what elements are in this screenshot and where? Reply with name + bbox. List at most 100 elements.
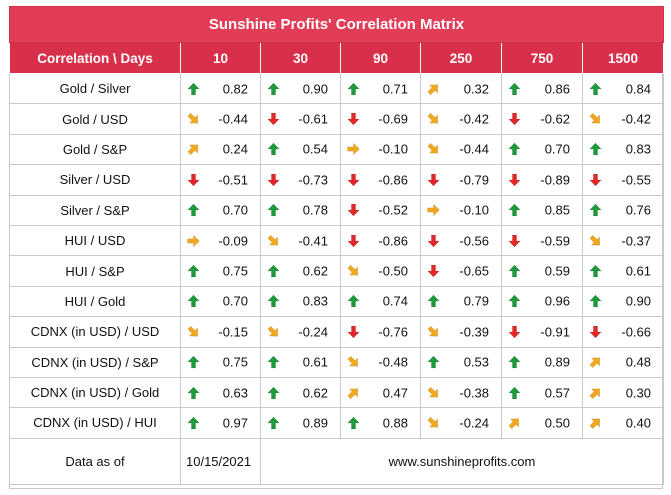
arrow-up-icon — [267, 203, 280, 217]
correlation-cell: 0.61 — [581, 255, 665, 287]
correlation-value: 0.78 — [302, 202, 328, 218]
pair-label: Gold / S&P — [9, 133, 181, 166]
correlation-value: -0.24 — [298, 324, 328, 340]
correlation-value: 0.70 — [222, 202, 248, 218]
correlation-cell: 0.82 — [180, 72, 261, 105]
correlation-value: 0.47 — [382, 385, 408, 401]
correlation-value: 0.62 — [302, 385, 328, 401]
correlation-cell: -0.39 — [420, 316, 502, 348]
correlation-value: -0.42 — [621, 111, 652, 127]
table-row: Silver / USD -0.51 -0.73 -0.86 -0.79 -0.89 -0.… — [9, 164, 665, 196]
correlation-cell: -0.73 — [260, 164, 341, 196]
arrow-down-right-icon — [347, 356, 358, 367]
table-row: Gold / Silver 0.82 0.90 0.71 0.32 0.86 0.84 — [9, 72, 665, 105]
arrow-right-icon — [427, 204, 440, 217]
arrow-up-icon — [347, 416, 360, 430]
correlation-value: -0.52 — [378, 202, 408, 218]
arrow-down-icon — [589, 173, 602, 187]
pair-label: CDNX (in USD) / HUI — [9, 407, 181, 439]
correlation-cell: -0.37 — [581, 224, 665, 257]
correlation-value: -0.38 — [459, 385, 489, 401]
correlation-value: 0.83 — [625, 141, 652, 157]
correlation-value: 0.90 — [625, 293, 652, 309]
arrow-up-icon — [508, 203, 521, 217]
arrow-up-icon — [589, 143, 602, 156]
correlation-cell: 0.96 — [501, 285, 583, 318]
days-header-750: 750 — [501, 42, 583, 74]
correlation-value: 0.61 — [625, 263, 652, 279]
arrow-down-icon — [347, 234, 360, 247]
correlation-value: 0.63 — [222, 385, 248, 401]
correlation-value: -0.69 — [378, 111, 408, 127]
arrow-down-icon — [427, 264, 440, 278]
correlation-cell: 0.62 — [260, 255, 341, 287]
arrow-up-icon — [347, 295, 360, 308]
arrow-up-icon — [267, 82, 280, 95]
arrow-down-icon — [427, 173, 440, 187]
correlation-matrix-panel: Sunshine Profits' Correlation Matrix Cor… — [8, 6, 665, 489]
arrow-up-icon — [508, 82, 521, 95]
correlation-cell: 0.97 — [180, 407, 261, 439]
correlation-value: -0.73 — [298, 172, 328, 188]
correlation-cell: 0.70 — [180, 285, 261, 318]
arrow-down-icon — [267, 173, 280, 187]
correlation-value: 0.61 — [302, 354, 328, 370]
correlation-cell: -0.42 — [581, 103, 665, 135]
correlation-cell: -0.51 — [180, 164, 261, 196]
correlation-cell: 0.50 — [501, 407, 583, 439]
arrow-up-icon — [187, 416, 200, 430]
arrow-down-icon — [187, 173, 200, 187]
pair-label: CDNX (in USD) / S&P — [9, 346, 181, 378]
correlation-cell: -0.62 — [501, 103, 583, 135]
correlation-cell: 0.75 — [180, 255, 261, 287]
correlation-cell: 0.61 — [260, 346, 341, 378]
arrow-down-right-icon — [427, 113, 438, 124]
correlation-value: -0.76 — [378, 324, 408, 340]
arrow-up-icon — [508, 295, 521, 308]
correlation-cell: 0.74 — [340, 285, 421, 318]
arrow-down-icon — [508, 112, 521, 126]
correlation-value: -0.37 — [621, 233, 652, 249]
correlation-cell: 0.76 — [581, 194, 665, 226]
correlation-value: -0.10 — [459, 202, 489, 218]
correlation-cell: -0.15 — [180, 316, 261, 348]
correlation-value: -0.39 — [459, 324, 489, 340]
arrow-up-icon — [589, 295, 602, 308]
table-row: HUI / Gold 0.70 0.83 0.74 0.79 0.96 0.90 — [9, 285, 665, 318]
arrow-down-icon — [589, 325, 602, 339]
pair-label: Gold / Silver — [9, 72, 181, 105]
correlation-value: 0.48 — [625, 354, 652, 370]
table-row: CDNX (in USD) / HUI 0.97 0.89 0.88 -0.24 0.50… — [9, 407, 665, 439]
correlation-cell: 0.85 — [501, 194, 583, 226]
arrow-up-icon — [589, 264, 602, 278]
correlation-value: -0.09 — [218, 233, 248, 249]
arrow-down-right-icon — [267, 325, 278, 337]
pair-label: HUI / USD — [9, 224, 181, 257]
days-header-10: 10 — [180, 42, 261, 74]
arrow-down-right-icon — [427, 417, 438, 428]
correlation-value: 0.50 — [544, 415, 570, 431]
correlation-cell: -0.89 — [501, 164, 583, 196]
correlation-cell: 0.30 — [581, 376, 665, 409]
arrow-up-right-icon — [347, 388, 358, 399]
correlation-value: 0.89 — [544, 354, 570, 370]
correlation-cell: -0.86 — [340, 164, 421, 196]
arrow-up-icon — [267, 416, 280, 430]
correlation-cell: -0.69 — [340, 103, 421, 135]
correlation-cell: -0.44 — [420, 133, 502, 166]
correlation-value: 0.96 — [544, 293, 570, 309]
correlation-value: -0.15 — [218, 324, 248, 340]
arrow-up-icon — [508, 264, 521, 278]
pair-label: HUI / S&P — [9, 255, 181, 287]
arrow-up-icon — [427, 295, 440, 308]
correlation-cell: -0.86 — [340, 224, 421, 257]
correlation-cell: -0.52 — [340, 194, 421, 226]
arrow-up-icon — [187, 264, 200, 278]
correlation-value: -0.66 — [621, 324, 652, 340]
correlation-cell: 0.88 — [340, 407, 421, 439]
correlation-cell: 0.90 — [260, 72, 341, 105]
correlation-cell: 0.24 — [180, 133, 261, 166]
table-row: Silver / S&P 0.70 0.78 -0.52 -0.10 0.85 0.76 — [9, 194, 665, 226]
arrow-down-icon — [347, 325, 360, 339]
arrow-up-icon — [267, 386, 280, 399]
